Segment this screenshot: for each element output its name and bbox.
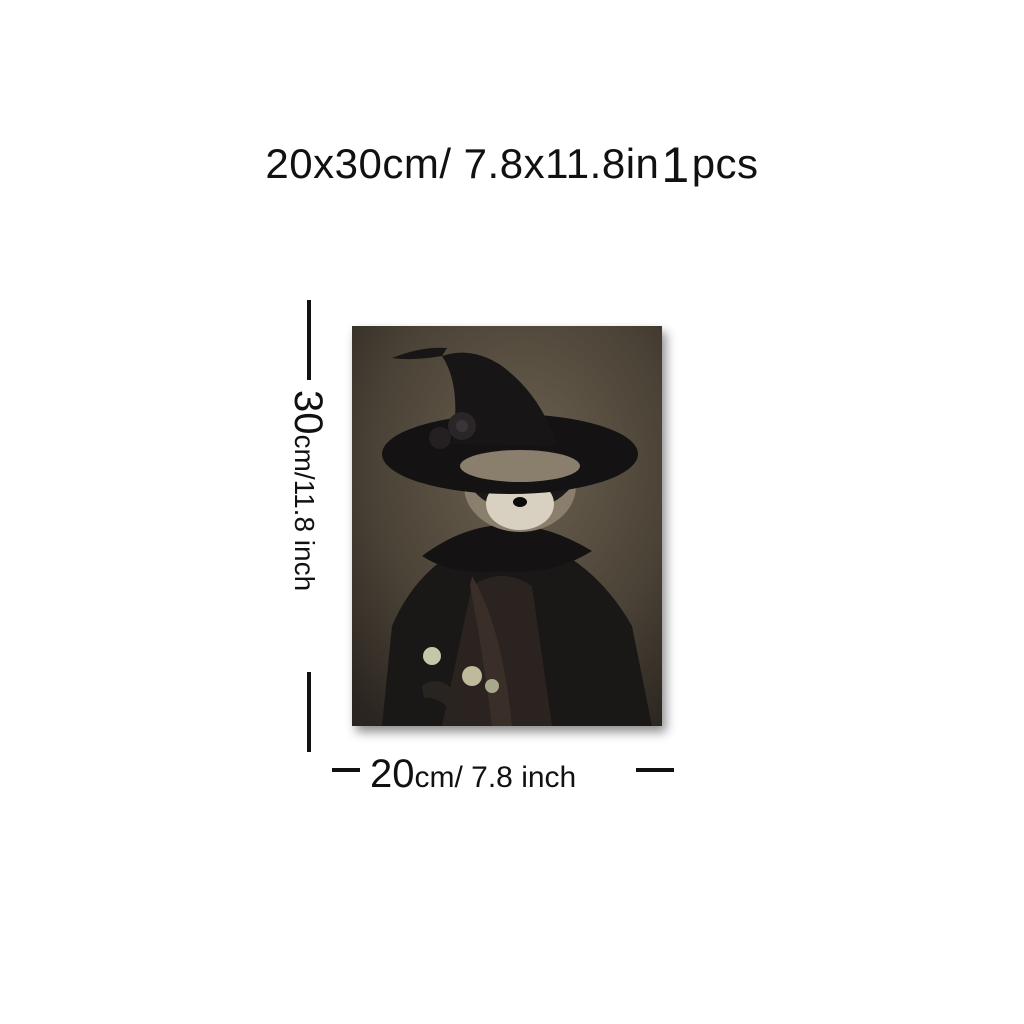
height-dimension-line-top [307,300,311,380]
height-dimension-label: 30cm/11.8 inch [286,390,330,730]
height-value: 30 [286,390,330,435]
height-unit: cm/11.8 inch [289,434,320,592]
quantity-unit: pcs [691,140,759,187]
width-dimension-line-right [636,768,674,772]
size-text: 20x30cm/ 7.8x11.8in [265,140,660,187]
quantity-text: 1 [661,137,690,193]
width-value: 20 [370,752,415,796]
raccoon-witch-painting [352,326,662,726]
canvas-print [352,326,662,726]
width-dimension-line-left [332,768,360,772]
product-size-title: 20x30cm/ 7.8x11.8in1pcs [0,138,1024,191]
width-dimension-label: 20cm/ 7.8 inch [370,752,576,800]
height-dimension-line-bottom [307,672,311,752]
width-unit: cm/ 7.8 inch [414,761,577,794]
